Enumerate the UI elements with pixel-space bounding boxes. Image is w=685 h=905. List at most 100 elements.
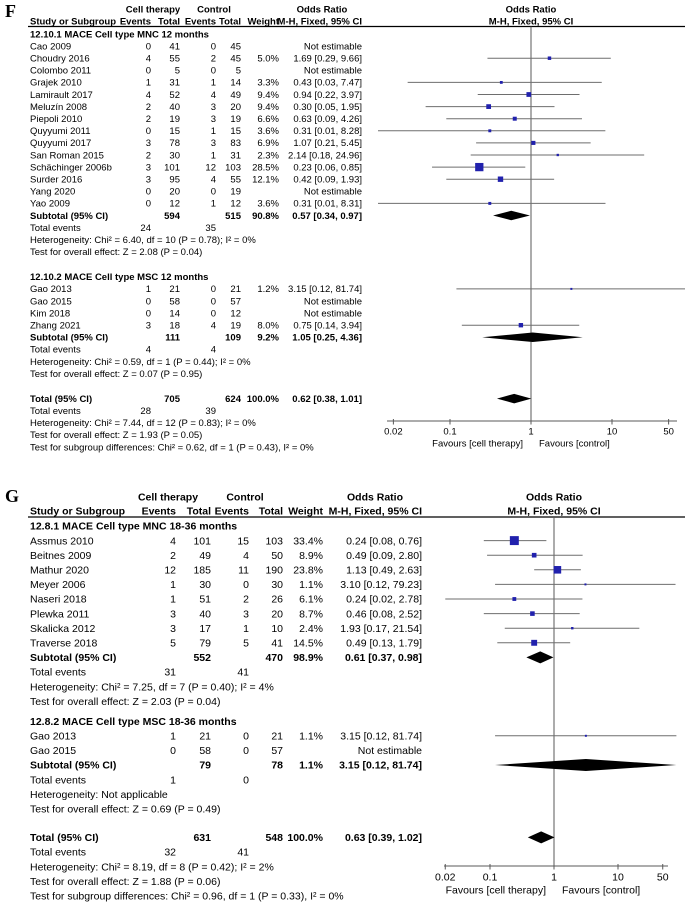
study-weight: 28.5% [252,162,279,173]
study-total-2: 83 [230,138,241,149]
study-ci-text: 0.94 [0.22, 3.97] [293,90,362,101]
study-total-1: 58 [169,296,180,307]
header-mh-ci: M-H, Fixed, 95% CI [278,16,362,27]
subtotal-diamond [526,651,554,664]
or-marker [475,162,484,172]
study-ci-text: 0.63 [0.09, 4.26] [293,114,362,125]
study-ci-text: 3.15 [0.12, 81.74] [288,284,362,295]
plot-mh-ci: M-H, Fixed, 95% CI [489,16,573,27]
study-name: Gao 2015 [30,296,72,307]
study-events-2: 3 [243,608,249,620]
or-marker [547,56,552,60]
overall-total-total-1: 631 [193,832,211,844]
footnote: Test for overall effect: Z = 2.08 (P = 0… [30,247,202,258]
study-total-2: 20 [271,608,283,620]
study-name: Skalicka 2012 [30,623,96,635]
study-weight: 2.3% [257,150,279,161]
footnote: Heterogeneity: Chi² = 0.59, df = 1 (P = … [30,357,251,368]
footnote: Test for overall effect: Z = 1.88 (P = 0… [30,876,220,888]
header-events-1: Events [120,16,151,27]
subtotal-diamond [482,332,583,343]
study-events-1: 3 [146,138,151,149]
study-events-2: 4 [243,550,249,562]
study-events-2: 1 [243,623,249,635]
study-total-2: 26 [271,594,283,606]
footnote: Test for subgroup differences: Chi² = 0.… [30,442,314,453]
study-name: Zhang 2021 [30,321,81,332]
study-events-1: 12 [164,564,176,576]
header-group1: Cell therapy [126,4,181,15]
study-events-2: 4 [211,175,216,186]
header-weight: Weight [288,506,323,518]
study-events-2: 15 [237,535,249,547]
axis-tick-label: 0.1 [443,426,456,437]
study-events-2: 4 [211,321,216,332]
study-ci-text: 1.93 [0.17, 21.54] [340,623,422,635]
or-marker [584,734,587,737]
study-events-1: 0 [146,308,151,319]
total-events-1: 4 [146,345,151,356]
study-name: San Roman 2015 [30,150,104,161]
overall-total-weight: 100.0% [287,832,323,844]
study-events-1: 3 [146,175,151,186]
study-name: Gao 2013 [30,284,72,295]
subtotal-label: Subtotal (95% CI) [30,760,116,772]
total-events-1: 1 [170,774,176,786]
subtotal-weight: 1.1% [299,760,324,772]
study-total-2: 15 [230,126,241,137]
study-events-1: 2 [146,102,151,113]
study-name: Cao 2009 [30,41,71,52]
study-total-2: 19 [230,321,241,332]
study-name: Meluzín 2008 [30,102,87,113]
header-events-2: Events [215,506,250,518]
study-name: Lamirault 2017 [30,90,93,101]
study-events-1: 1 [146,284,151,295]
study-total-2: 10 [271,623,283,635]
study-total-1: 14 [169,308,180,319]
study-total-1: 17 [199,623,211,635]
overall-total-label: Total (95% CI) [30,832,99,844]
study-weight: 1.1% [299,579,323,591]
total-events-label: Total events [30,223,81,234]
or-marker [553,566,562,574]
axis-tick-label: 1 [528,426,533,437]
study-total-2: 45 [230,41,241,52]
study-events-2: 0 [211,284,216,295]
study-events-1: 2 [146,150,151,161]
overall-total-ci-text: 0.62 [0.38, 1.01] [292,394,362,405]
study-events-1: 1 [170,594,176,606]
study-total-1: 101 [193,535,211,547]
study-name: Gao 2013 [30,730,76,742]
study-total-2: 190 [265,564,283,576]
header-group2: Control [226,492,263,504]
study-ci-text: 2.14 [0.18, 24.96] [288,150,362,161]
study-ci-text: 0.46 [0.08, 2.52] [346,608,422,620]
total-events-label: Total events [30,847,86,859]
study-ci-text: Not estimable [304,66,362,77]
study-events-1: 0 [146,126,151,137]
total-events-label: Total events [30,667,86,679]
study-events-2: 0 [211,187,216,198]
subtotal-total-1: 594 [164,211,181,222]
footnote: Heterogeneity: Not applicable [30,789,168,801]
or-marker [509,536,519,546]
study-ci-text: 0.75 [0.14, 3.94] [293,321,362,332]
footnote: Test for overall effect: Z = 0.07 (P = 0… [30,369,202,380]
study-ci-text: 3.10 [0.12, 79.23] [340,579,422,591]
study-total-1: 49 [199,550,211,562]
header-or-title: Odds Ratio [347,492,403,504]
study-ci-text: 0.23 [0.06, 0.85] [293,162,362,173]
axis-tick-label: 10 [612,872,624,884]
study-events-2: 2 [211,54,216,65]
study-total-2: 20 [230,102,241,113]
study-ci-text: 0.49 [0.13, 1.79] [346,637,422,649]
study-name: Gao 2015 [30,745,76,757]
study-name: Meyer 2006 [30,579,86,591]
footnote: Test for overall effect: Z = 1.93 (P = 0… [30,430,202,441]
study-name: Mathur 2020 [30,564,89,576]
study-events-2: 1 [211,78,216,89]
overall-total-total-1: 705 [164,394,181,405]
study-name: Quyyumi 2011 [30,126,91,137]
study-weight: 14.5% [293,637,323,649]
study-events-2: 3 [211,114,216,125]
